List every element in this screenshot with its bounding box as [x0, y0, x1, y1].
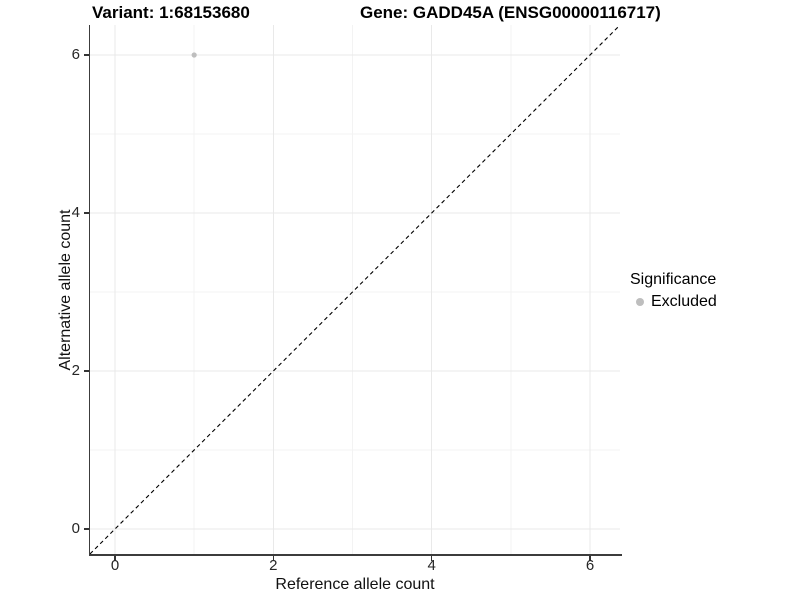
y-tick-mark [84, 212, 89, 214]
x-tick-label: 2 [269, 557, 278, 574]
x-tick-mark [589, 555, 591, 561]
plot-title-variant: Variant: 1:68153680 [92, 3, 250, 22]
y-tick-label: 2 [71, 362, 80, 379]
plot-canvas [90, 25, 620, 554]
x-tick-mark [114, 555, 116, 561]
x-tick-label: 0 [110, 557, 120, 574]
x-axis-line [88, 554, 622, 556]
y-tick-mark [84, 528, 89, 530]
y-tick-label: 6 [71, 46, 80, 63]
y-tick-label: 4 [71, 204, 80, 221]
legend-items: Excluded [630, 292, 717, 311]
identity-reference-line [90, 25, 620, 554]
legend-item-label: Excluded [651, 292, 717, 310]
y-tick-mark [84, 370, 89, 372]
x-tick-label: 6 [585, 557, 595, 574]
plot-title-gene: Gene: GADD45A (ENSG00000116717) [360, 3, 661, 22]
y-axis-title: Alternative allele count [57, 209, 74, 371]
y-tick-mark [84, 54, 89, 56]
data-point [191, 52, 197, 58]
x-tick-mark [272, 555, 274, 561]
legend-title: Significance [630, 271, 717, 288]
x-tick-mark [431, 555, 433, 561]
legend: Significance Excluded [630, 271, 717, 311]
plot-panel [90, 25, 620, 554]
x-tick-label: 4 [427, 557, 436, 574]
legend-point-icon [636, 297, 644, 306]
legend-item: Excluded [636, 292, 717, 311]
x-axis-title: Reference allele count [275, 576, 435, 593]
y-axis-line [88, 25, 91, 556]
y-tick-label: 0 [71, 520, 80, 537]
